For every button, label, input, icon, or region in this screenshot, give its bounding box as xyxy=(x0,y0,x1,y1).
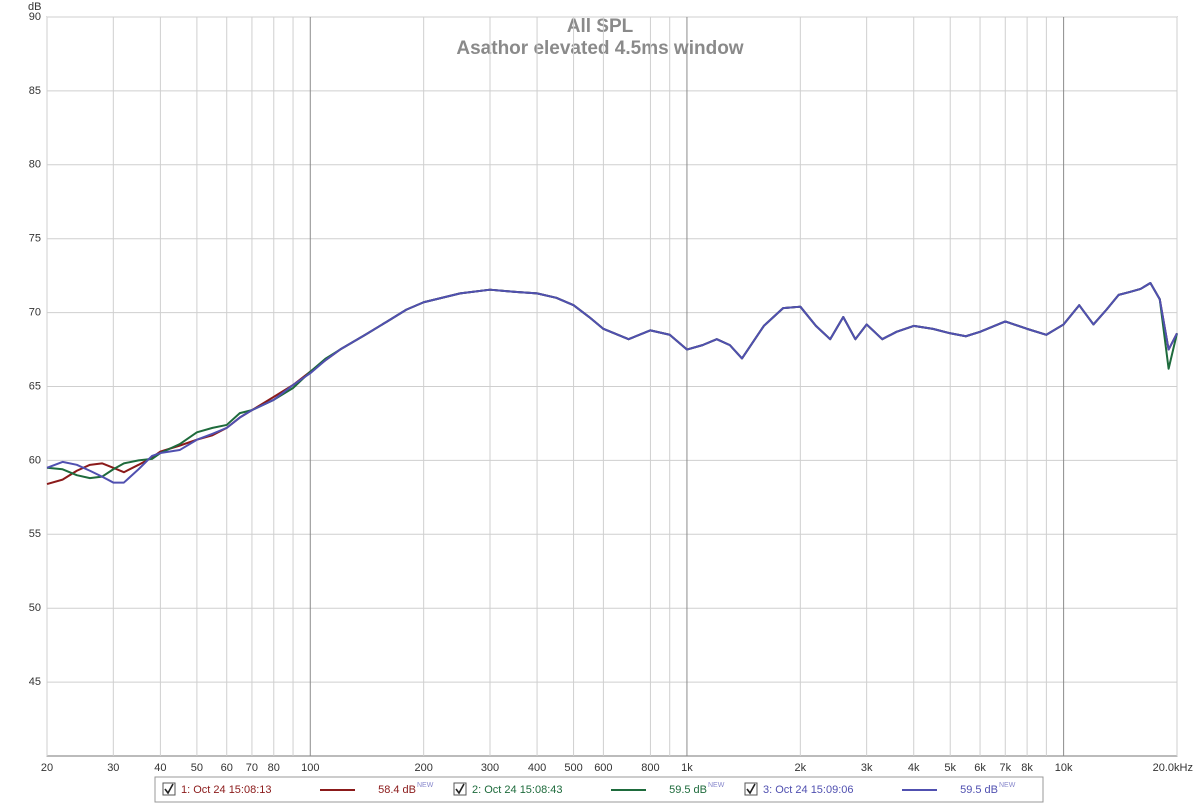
legend-badge: NEW xyxy=(708,782,725,789)
x-tick-label: 7k xyxy=(999,762,1011,774)
legend-entry: 2: Oct 24 15:08:43 59.5 dB NEW xyxy=(453,782,725,796)
checkmark xyxy=(164,783,174,795)
x-tick-label: 200 xyxy=(414,762,432,774)
x-tick-label: 60 xyxy=(221,762,233,774)
legend-entry: 1: Oct 24 15:08:13 58.4 dB NEW xyxy=(162,782,434,796)
chart-title: All SPL xyxy=(567,16,634,37)
x-tick-label: 3k xyxy=(861,762,873,774)
x-tick-label: 1k xyxy=(681,762,693,774)
x-tick-label: 4k xyxy=(908,762,920,774)
legend-label: 3: Oct 24 15:09:06 xyxy=(763,784,854,796)
y-tick-label: 45 xyxy=(29,676,41,688)
legend-box xyxy=(154,776,1044,803)
legend-level: 59.5 dB xyxy=(960,784,998,796)
checkmark xyxy=(746,783,756,795)
series-line xyxy=(46,282,1178,484)
legend-label: 2: Oct 24 15:08:43 xyxy=(472,784,563,796)
x-tick-label: 40 xyxy=(154,762,166,774)
x-tick-label: 70 xyxy=(246,762,258,774)
x-tick-label: 400 xyxy=(528,762,546,774)
y-tick-label: 55 xyxy=(29,528,41,540)
y-tick-label: 70 xyxy=(29,307,41,319)
x-tick-label: 20 xyxy=(41,762,53,774)
y-tick-label: 50 xyxy=(29,602,41,614)
x-tick-label: 300 xyxy=(481,762,499,774)
x-tick-label: 6k xyxy=(974,762,986,774)
x-tick-label: 8k xyxy=(1021,762,1033,774)
x-tick-label: 10k xyxy=(1055,762,1073,774)
x-tick-label: 30 xyxy=(107,762,119,774)
y-tick-label: 60 xyxy=(29,454,41,466)
y-tick-label: 85 xyxy=(29,85,41,97)
legend-entry: 3: Oct 24 15:09:06 59.5 dB NEW xyxy=(744,782,1016,796)
x-tick-label: 600 xyxy=(594,762,612,774)
legend-badge: NEW xyxy=(417,782,434,789)
checkmark xyxy=(455,783,465,795)
x-tick-label: 800 xyxy=(641,762,659,774)
x-tick-label: 80 xyxy=(268,762,280,774)
y-tick-label: 80 xyxy=(29,159,41,171)
x-tick-label: 500 xyxy=(564,762,582,774)
legend-level: 58.4 dB xyxy=(378,784,416,796)
legend-level: 59.5 dB xyxy=(669,784,707,796)
y-axis-unit: dB xyxy=(28,1,41,13)
x-tick-label: 100 xyxy=(301,762,319,774)
x-tick-label: 50 xyxy=(191,762,203,774)
y-tick-label: 90 xyxy=(29,11,41,23)
x-tick-label: 5k xyxy=(944,762,956,774)
chart-subtitle: Asathor elevated 4.5ms window xyxy=(456,38,743,59)
x-tick-label: 2k xyxy=(795,762,807,774)
legend-label: 1: Oct 24 15:08:13 xyxy=(181,784,272,796)
y-tick-label: 65 xyxy=(29,380,41,392)
x-tick-label: 20.0kHz xyxy=(1153,762,1193,774)
y-tick-label: 75 xyxy=(29,233,41,245)
legend-badge: NEW xyxy=(999,782,1016,789)
